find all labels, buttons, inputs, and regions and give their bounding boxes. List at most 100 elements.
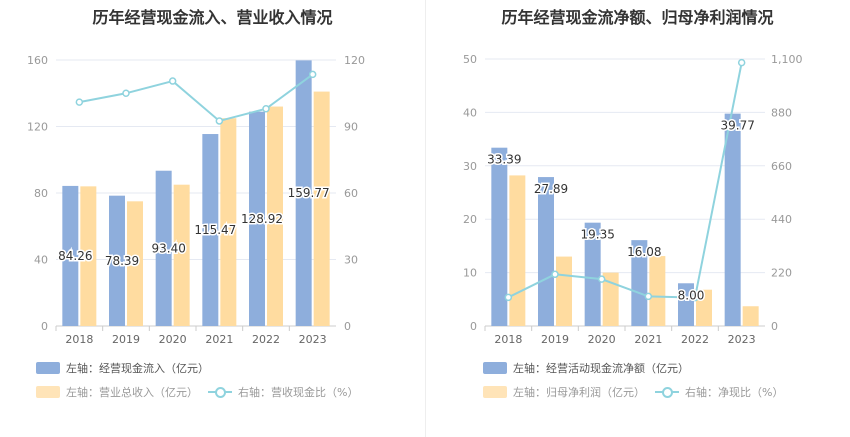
bar-net-profit [509, 175, 526, 326]
bar-net-profit [649, 256, 666, 326]
left-chart-svg: 0 40 80 120 160 0 30 60 90 120 2018 2019 2020 2021 202… [27, 54, 365, 346]
bar-net-profit [556, 256, 572, 326]
bar-net-profit [742, 306, 759, 326]
left-legend-row-1: 左轴：经营现金流入（亿元） [36, 360, 219, 376]
y-left-tick-label: 0 [470, 320, 477, 333]
legend-item-ratio[interactable]: 右轴：营收现金比（%） [208, 384, 358, 400]
y-left-tick-label: 20 [463, 213, 477, 226]
legend-line-swatch [208, 386, 232, 398]
y-right-tick-label: 0 [771, 320, 778, 333]
x-tick-label: 2020 [159, 333, 187, 346]
legend-label: 右轴：净现比（%） [685, 386, 784, 399]
y-right-tick-label: 220 [771, 267, 792, 280]
ratio-point [737, 58, 746, 67]
y-left-tick-label: 30 [463, 160, 477, 173]
y-right-tick-label: 1,100 [771, 53, 803, 66]
y-right-tick-label: 0 [344, 320, 351, 333]
legend-swatch [483, 362, 507, 374]
y-left-tick-label: 80 [34, 187, 48, 200]
legend-label: 右轴：营收现金比（%） [238, 386, 359, 399]
bar-data-label: 33.39 [487, 153, 521, 167]
right-legend-row-1: 左轴：经营活动现金流净额（亿元） [483, 360, 699, 376]
ratio-point [551, 270, 559, 279]
ratio-point [644, 292, 653, 301]
left-chart-panel: 历年经营现金流入、营业收入情况 0 40 80 120 160 0 30 60 90 120 201… [27, 8, 365, 400]
bar-data-label: 93.40 [151, 241, 185, 255]
ratio-point [597, 275, 606, 283]
bar-data-label: 19.35 [580, 228, 614, 242]
ratio-line [507, 62, 743, 299]
ratio-point [691, 293, 699, 302]
x-tick-label: 2020 [588, 333, 616, 346]
bar-data-label: 16.08 [627, 245, 661, 259]
left-chart-title: 历年经营现金流入、营业收入情况 [92, 8, 333, 27]
bar-revenue [313, 91, 330, 327]
ratio-point [308, 70, 317, 79]
legend-label: 左轴：经营现金流入（亿元） [66, 362, 209, 375]
ratio-point [262, 105, 270, 113]
bar-net-cash [584, 222, 601, 326]
panel-divider [425, 0, 426, 437]
legend-swatch [483, 386, 507, 398]
legend-item-cash-inflow[interactable]: 左轴：经营现金流入（亿元） [36, 360, 209, 376]
y-left-tick-label: 40 [34, 254, 48, 267]
y-right-tick-label: 90 [344, 121, 358, 134]
legend-label: 左轴：营业总收入（亿元） [66, 386, 198, 399]
bar-data-label: 115.47 [194, 223, 236, 237]
y-left-tick-label: 10 [463, 267, 477, 280]
bar-data-label: 128.92 [241, 212, 283, 226]
bar-cash-inflow [155, 170, 172, 326]
bar-cash-inflow [295, 60, 312, 326]
bar-net-cash [678, 283, 694, 326]
legend-item-net-profit[interactable]: 左轴：归母净利润（亿元） [483, 384, 645, 400]
legend-item-net-cash-ratio[interactable]: 右轴：净现比（%） [655, 384, 783, 400]
y-right-tick-label: 120 [344, 54, 365, 67]
bar-revenue [267, 106, 283, 326]
bar-data-label: 78.39 [105, 254, 139, 268]
bar-revenue [127, 201, 143, 326]
ratio-point [215, 117, 224, 125]
bar-data-label: 39.77 [720, 119, 754, 133]
x-tick-label: 2018 [65, 333, 93, 346]
legend-item-net-cash[interactable]: 左轴：经营活动现金流净额（亿元） [483, 360, 689, 376]
bar-cash-inflow [202, 134, 219, 326]
bar-cash-inflow [249, 111, 265, 326]
bar-net-profit [696, 289, 712, 326]
bar-revenue [80, 186, 97, 326]
ratio-line [79, 73, 314, 123]
legend-line-swatch [655, 386, 679, 398]
legend-item-revenue[interactable]: 左轴：营业总收入（亿元） [36, 384, 198, 400]
ratio-point [168, 77, 177, 85]
bar-cash-inflow [62, 185, 79, 326]
x-tick-label: 2018 [494, 333, 522, 346]
y-left-tick-label: 0 [41, 320, 48, 333]
bar-cash-inflow [109, 195, 125, 326]
x-tick-label: 2019 [541, 333, 569, 346]
x-tick-label: 2023 [299, 333, 327, 346]
legend-label: 左轴：归母净利润（亿元） [513, 386, 645, 399]
right-legend-row-2: 左轴：归母净利润（亿元） 右轴：净现比（%） [483, 384, 793, 400]
bar-data-label: 159.77 [288, 186, 330, 200]
y-right-tick-label: 660 [771, 160, 792, 173]
right-chart-panel: 历年经营现金流净额、归母净利润情况 0 10 20 30 40 50 0 220 440 660 8… [425, 0, 850, 437]
x-tick-label: 2022 [681, 333, 709, 346]
ratio-point [75, 98, 84, 106]
x-tick-label: 2019 [112, 333, 140, 346]
bar-revenue [173, 184, 190, 326]
bar-net-cash [724, 113, 741, 326]
x-tick-label: 2022 [252, 333, 280, 346]
y-right-tick-label: 880 [771, 106, 792, 119]
bar-data-label: 27.89 [534, 182, 568, 196]
ratio-point [122, 89, 130, 97]
y-left-tick-label: 120 [27, 121, 48, 134]
right-chart-title: 历年经营现金流净额、归母净利润情况 [501, 8, 774, 27]
bar-net-cash [538, 177, 554, 326]
right-chart-svg: 0 10 20 30 40 50 0 220 440 660 880 1,100 2018 2019 202… [463, 53, 803, 346]
bar-data-label: 84.26 [58, 249, 92, 263]
legend-label: 左轴：经营活动现金流净额（亿元） [513, 362, 689, 375]
legend-swatch [36, 386, 60, 398]
y-right-tick-label: 440 [771, 213, 792, 226]
ratio-point [504, 293, 513, 302]
y-right-tick-label: 60 [344, 187, 358, 200]
x-tick-label: 2023 [728, 333, 756, 346]
